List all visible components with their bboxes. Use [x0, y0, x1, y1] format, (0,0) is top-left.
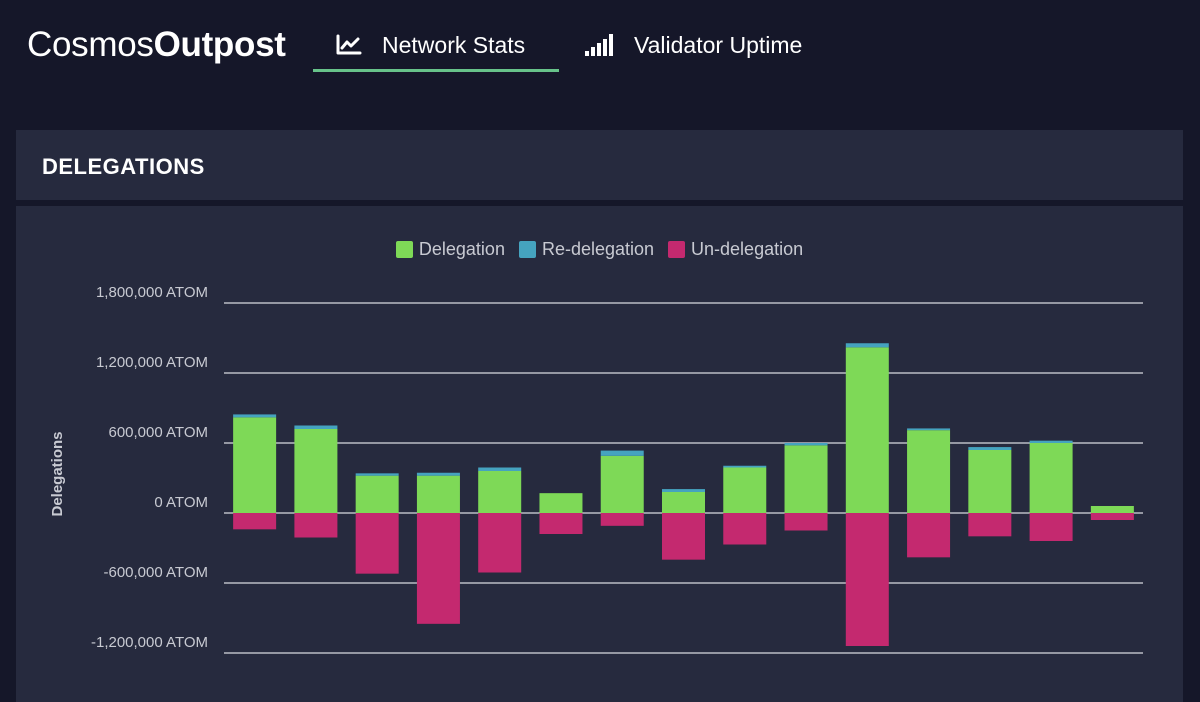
brand-name-light: Cosmos — [27, 25, 154, 64]
bar-undelegation — [416, 513, 460, 624]
bar-redelegation — [968, 447, 1012, 450]
bar-redelegation — [1029, 440, 1073, 443]
bar-delegation — [600, 455, 644, 513]
bar-delegation — [907, 430, 951, 513]
bar-redelegation — [600, 450, 644, 456]
bar-undelegation — [784, 513, 828, 531]
bar-delegation — [845, 347, 889, 513]
card-title: DELEGATIONS — [42, 154, 205, 179]
tab-validator-uptime[interactable]: Validator Uptime — [582, 18, 842, 72]
bar-redelegation — [355, 473, 399, 476]
legend-swatch-undelegation — [668, 241, 686, 258]
bar-redelegation — [233, 414, 277, 418]
y-tick-label: -600,000 ATOM — [103, 564, 208, 581]
bar-delegation — [233, 417, 277, 513]
bar-redelegation — [784, 443, 828, 446]
bar-delegation — [784, 445, 828, 513]
bar-delegation — [1029, 443, 1073, 513]
y-tick-label: 600,000 ATOM — [108, 424, 208, 441]
bar-delegation — [723, 467, 767, 513]
legend-item-delegation[interactable]: Delegation — [395, 239, 505, 260]
delegations-bar-chart: 1,800,000 ATOM 1,200,000 ATOM 600,000 ATOM… — [49, 284, 1143, 654]
brand-name-bold: Outpost — [153, 25, 286, 64]
bar-redelegation — [907, 428, 951, 431]
y-tick-label: 0 ATOM — [154, 494, 208, 511]
bar-delegation — [478, 471, 522, 513]
legend-swatch-redelegation — [518, 241, 536, 258]
y-axis-title: Delegations — [49, 431, 66, 516]
line-chart-icon — [336, 34, 362, 56]
bar-redelegation — [294, 425, 338, 429]
delegations-chart-card: Delegation Re-delegation Un-delegation 1… — [16, 206, 1183, 702]
bar-redelegation — [416, 472, 460, 476]
bar-delegation — [1090, 506, 1134, 513]
bar-delegation — [968, 450, 1012, 513]
bar-delegation — [355, 475, 399, 513]
bar-undelegation — [723, 513, 767, 545]
bar-undelegation — [662, 513, 705, 560]
y-tick-label: -1,200,000 ATOM — [91, 634, 208, 651]
bar-delegation — [294, 429, 338, 513]
tab-network-stats-label: Network Stats — [382, 31, 526, 58]
bar-delegation — [416, 475, 460, 513]
signal-bars-icon — [584, 33, 614, 57]
legend-item-redelegation[interactable]: Re-delegation — [518, 239, 655, 260]
bar-undelegation — [539, 513, 583, 534]
bar-delegation — [662, 492, 705, 513]
brand-logo[interactable]: CosmosOutpost — [27, 24, 286, 66]
tab-validator-uptime-label: Validator Uptime — [634, 31, 803, 58]
delegations-card-header: DELEGATIONS — [16, 130, 1183, 200]
bar-undelegation — [907, 513, 951, 558]
bar-undelegation — [1029, 513, 1073, 541]
bar-undelegation — [845, 513, 889, 646]
tab-network-stats[interactable]: Network Stats — [313, 18, 559, 72]
bar-undelegation — [478, 513, 522, 573]
bar-undelegation — [968, 513, 1012, 537]
bar-redelegation — [478, 467, 522, 471]
bar-redelegation — [662, 489, 705, 492]
bar-undelegation — [600, 513, 644, 526]
legend-item-undelegation[interactable]: Un-delegation — [668, 239, 803, 260]
bar-undelegation — [294, 513, 338, 538]
y-tick-label: 1,200,000 ATOM — [96, 354, 208, 371]
active-tab-indicator — [313, 69, 559, 72]
bar-redelegation — [723, 465, 767, 468]
y-tick-label: 1,800,000 ATOM — [96, 284, 208, 301]
legend-label-delegation: Delegation — [418, 239, 505, 259]
bar-undelegation — [1090, 513, 1134, 520]
legend-swatch-delegation — [395, 241, 413, 258]
bar-redelegation — [845, 343, 889, 348]
top-navigation-bar: CosmosOutpost Network Stats Validator Up… — [0, 0, 1200, 92]
bar-undelegation — [233, 513, 277, 530]
legend-label-redelegation: Re-delegation — [541, 239, 655, 259]
legend-label-undelegation: Un-delegation — [691, 239, 804, 259]
bar-delegation — [539, 493, 583, 513]
chart-legend: Delegation Re-delegation Un-delegation — [16, 239, 1183, 260]
bar-undelegation — [355, 513, 399, 574]
